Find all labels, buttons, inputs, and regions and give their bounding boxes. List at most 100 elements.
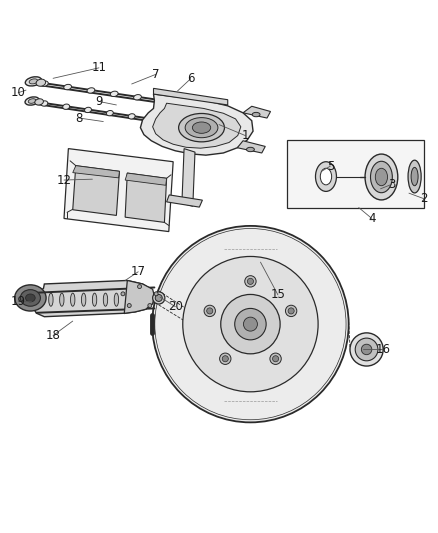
Ellipse shape xyxy=(106,110,113,116)
Text: 20: 20 xyxy=(168,300,183,313)
Ellipse shape xyxy=(92,293,97,306)
Text: 5: 5 xyxy=(327,159,334,173)
Text: 18: 18 xyxy=(46,329,60,342)
Ellipse shape xyxy=(103,293,108,306)
Polygon shape xyxy=(237,141,265,153)
Polygon shape xyxy=(243,106,271,118)
Ellipse shape xyxy=(29,79,38,84)
Text: 15: 15 xyxy=(271,288,286,301)
Ellipse shape xyxy=(40,81,48,86)
Ellipse shape xyxy=(179,114,224,142)
Ellipse shape xyxy=(408,160,421,193)
Circle shape xyxy=(286,305,297,317)
Circle shape xyxy=(219,353,231,365)
Polygon shape xyxy=(166,195,202,207)
Text: 2: 2 xyxy=(420,192,428,205)
Polygon shape xyxy=(125,173,166,222)
Text: 16: 16 xyxy=(375,343,390,356)
Circle shape xyxy=(245,276,256,287)
Polygon shape xyxy=(141,94,253,155)
Ellipse shape xyxy=(14,285,46,311)
Ellipse shape xyxy=(87,88,95,93)
Text: 3: 3 xyxy=(388,178,395,191)
Polygon shape xyxy=(125,173,166,185)
Ellipse shape xyxy=(28,99,36,103)
Ellipse shape xyxy=(154,292,158,296)
Ellipse shape xyxy=(25,77,42,86)
Polygon shape xyxy=(152,103,241,148)
Text: 9: 9 xyxy=(95,95,102,108)
Circle shape xyxy=(247,278,254,285)
Ellipse shape xyxy=(152,292,165,304)
Ellipse shape xyxy=(85,107,92,112)
Ellipse shape xyxy=(20,289,40,306)
Text: 4: 4 xyxy=(368,212,375,225)
Ellipse shape xyxy=(371,161,392,193)
Ellipse shape xyxy=(128,114,135,119)
Polygon shape xyxy=(32,280,154,317)
Ellipse shape xyxy=(36,79,46,86)
Text: 12: 12 xyxy=(57,174,71,187)
Polygon shape xyxy=(153,88,228,105)
Ellipse shape xyxy=(185,118,218,138)
Ellipse shape xyxy=(41,101,48,106)
Ellipse shape xyxy=(110,91,118,96)
Text: 17: 17 xyxy=(131,265,146,278)
Text: 7: 7 xyxy=(152,68,159,81)
Ellipse shape xyxy=(315,161,336,191)
Circle shape xyxy=(361,344,372,354)
Ellipse shape xyxy=(192,122,211,133)
Ellipse shape xyxy=(138,285,141,288)
Ellipse shape xyxy=(81,293,86,306)
Text: 8: 8 xyxy=(76,111,83,125)
Circle shape xyxy=(270,353,281,365)
Polygon shape xyxy=(182,149,195,206)
Text: 6: 6 xyxy=(187,72,194,85)
Circle shape xyxy=(355,338,378,361)
Ellipse shape xyxy=(63,104,70,109)
Circle shape xyxy=(207,308,213,314)
Ellipse shape xyxy=(49,293,53,306)
Text: 11: 11 xyxy=(92,61,106,74)
Ellipse shape xyxy=(25,97,39,105)
Ellipse shape xyxy=(155,294,162,302)
Circle shape xyxy=(221,294,280,354)
Polygon shape xyxy=(73,166,120,215)
Polygon shape xyxy=(64,149,173,231)
Ellipse shape xyxy=(60,293,64,306)
Polygon shape xyxy=(287,140,424,207)
Polygon shape xyxy=(73,166,120,178)
Circle shape xyxy=(152,226,349,422)
Circle shape xyxy=(183,256,318,392)
Ellipse shape xyxy=(320,168,332,185)
Ellipse shape xyxy=(180,101,188,107)
Ellipse shape xyxy=(150,117,157,122)
Ellipse shape xyxy=(411,167,418,185)
Text: 1: 1 xyxy=(241,129,249,142)
Text: 19: 19 xyxy=(11,295,26,308)
Ellipse shape xyxy=(148,304,152,308)
Circle shape xyxy=(350,333,383,366)
Ellipse shape xyxy=(64,84,71,90)
Ellipse shape xyxy=(375,168,388,185)
Ellipse shape xyxy=(25,294,35,302)
Ellipse shape xyxy=(35,99,43,105)
Ellipse shape xyxy=(172,120,179,125)
Circle shape xyxy=(244,317,258,331)
Circle shape xyxy=(235,309,266,340)
Text: 10: 10 xyxy=(11,86,25,99)
Ellipse shape xyxy=(121,292,125,296)
Circle shape xyxy=(204,305,215,317)
Ellipse shape xyxy=(127,304,131,308)
Circle shape xyxy=(288,308,294,314)
Ellipse shape xyxy=(247,147,254,152)
Ellipse shape xyxy=(365,154,398,200)
Ellipse shape xyxy=(114,293,119,306)
Circle shape xyxy=(272,356,279,362)
Polygon shape xyxy=(124,280,154,313)
Ellipse shape xyxy=(71,293,75,306)
Circle shape xyxy=(222,356,228,362)
Ellipse shape xyxy=(157,98,165,103)
Ellipse shape xyxy=(134,94,141,100)
Ellipse shape xyxy=(252,112,260,117)
